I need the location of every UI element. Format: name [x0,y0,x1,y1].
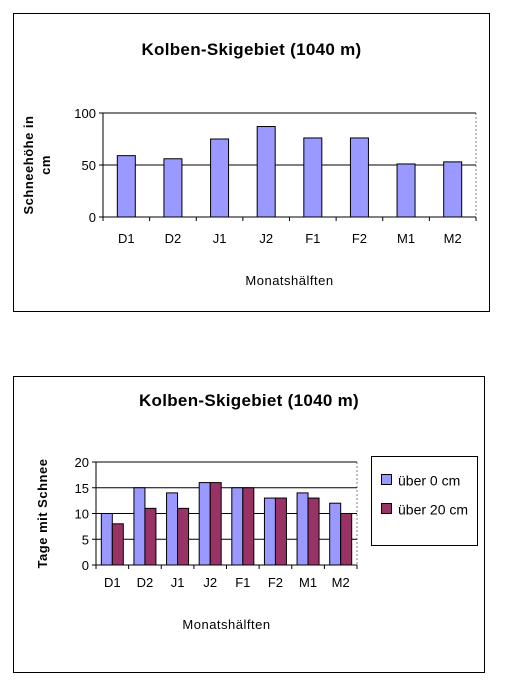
plot-area: 0 50 100 D1 D2 J1 J2 F1 F2 M1 M2 Monatshälften Schne… [21,106,477,288]
legend-label: über 20 cm [398,501,469,518]
y-tick-label: 5 [82,532,89,547]
bar [263,497,276,566]
chart-title: Kolben-Skigebiet (1040 m) [138,391,360,410]
y-tick-label: 0 [89,210,96,225]
x-tick-label: M2 [444,231,462,246]
chart-snow-days: Kolben-Skigebiet (1040 m) 0 5 10 15 20 D1 D2 J1… [13,376,485,673]
legend: über 0 cm über 20 cm [371,456,478,546]
legend-swatch-series-1 [381,473,392,485]
bar [133,487,146,566]
bar [242,487,255,566]
bar [144,507,157,566]
x-tick-label: F2 [268,575,283,590]
bar [443,161,463,218]
bar [231,487,244,566]
y-tick-label: 15 [75,481,89,496]
y-axis-title: Schneehöhe in cm [21,116,53,215]
x-tick-label: J1 [171,575,185,590]
bar [307,497,320,566]
plot-area: 0 5 10 15 20 D1 D2 J1 J2 F1 F2 M1 M2 Monatshälften Tag… [35,455,358,632]
bar [100,513,113,566]
x-axis-title: Monatshälften [245,273,333,288]
x-tick-label: D1 [118,231,135,246]
x-tick-label: F1 [235,575,250,590]
bar [198,482,211,566]
bar [340,513,353,566]
x-tick-label: D2 [137,575,154,590]
y-tick-label: 0 [82,558,89,573]
bar [166,492,179,566]
y-tick-label: 100 [74,106,96,121]
bar [177,507,190,566]
chart-snow-depth: Kolben-Skigebiet (1040 m) 0 50 100 D1 D2 J1 J2… [13,13,490,312]
bar [163,158,183,218]
bar [296,492,309,566]
legend-item-series-2: über 20 cm [381,500,469,518]
x-tick-label: D2 [165,231,182,246]
y-tick-label: 20 [75,455,89,470]
bar [256,126,276,218]
legend-label: über 0 cm [398,472,461,489]
x-tick-label: M1 [299,575,317,590]
y-tick-label: 50 [82,158,96,173]
legend-item-series-1: über 0 cm [381,471,461,489]
bar [349,137,369,218]
bar [303,137,323,218]
x-tick-label: J1 [213,231,227,246]
y-tick-label: 10 [75,507,89,522]
bar [116,155,136,218]
bar [209,482,222,566]
x-axis-title: Monatshälften [182,617,270,632]
bar [210,138,230,218]
x-tick-label: F1 [305,231,320,246]
chart-title: Kolben-Skigebiet (1040 m) [141,40,362,59]
bar [111,523,124,566]
x-tick-label: F2 [352,231,367,246]
x-tick-label: J2 [203,575,217,590]
x-tick-label: M2 [332,575,350,590]
bar [396,163,416,218]
bar [274,497,287,566]
x-tick-label: D1 [104,575,121,590]
y-axis-title: Tage mit Schnee [35,459,50,569]
bar [329,502,342,566]
x-tick-label: M1 [397,231,415,246]
legend-swatch-series-2 [381,502,392,514]
x-tick-label: J2 [259,231,273,246]
